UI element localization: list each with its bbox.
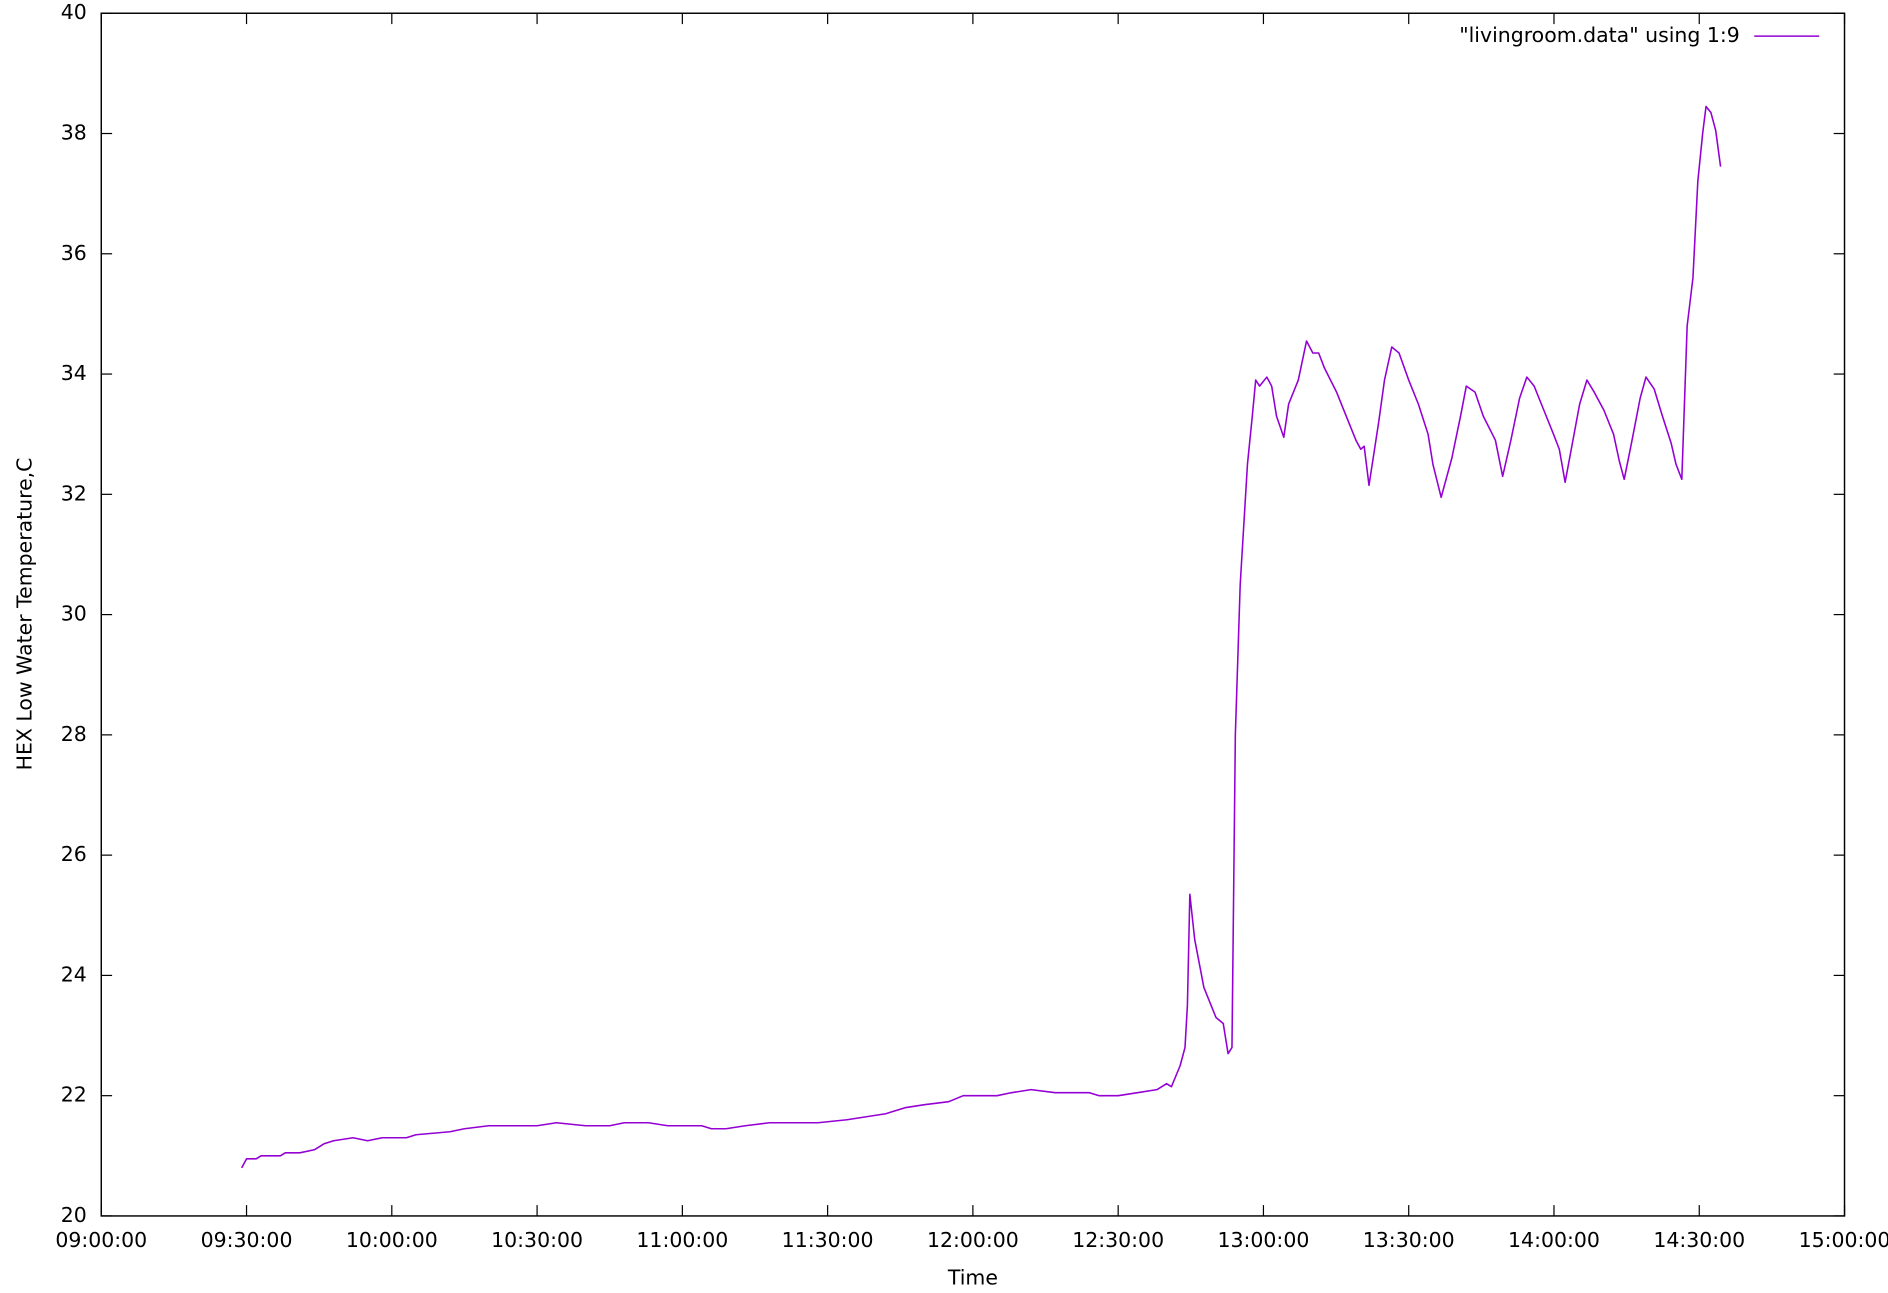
y-tick-label: 36 [61, 241, 87, 265]
x-tick-label: 13:00:00 [1218, 1228, 1310, 1252]
data-line [240, 105, 1722, 1169]
x-tick-label: 09:00:00 [55, 1228, 147, 1252]
y-tick-label: 34 [61, 361, 87, 385]
y-tick-label: 32 [61, 481, 87, 505]
y-axis-label: HEX Low Water Temperature,C [12, 458, 36, 771]
x-tick-label: 10:00:00 [346, 1228, 438, 1252]
x-tick-label: 15:00:00 [1799, 1228, 1888, 1252]
plot-border [100, 12, 1846, 1217]
x-tick-label: 11:30:00 [782, 1228, 874, 1252]
y-tick-label: 20 [61, 1203, 87, 1227]
x-axis-label: Time [947, 1266, 998, 1290]
x-tick-label: 10:30:00 [491, 1228, 583, 1252]
x-tick-label: 09:30:00 [201, 1228, 293, 1252]
y-tick-label: 22 [61, 1083, 87, 1107]
x-tick-label: 14:00:00 [1508, 1228, 1600, 1252]
y-tick-label: 40 [61, 0, 87, 24]
x-tick-label: 11:00:00 [636, 1228, 728, 1252]
x-tick-label: 12:00:00 [927, 1228, 1019, 1252]
legend-label: "livingroom.data" using 1:9 [1459, 23, 1740, 47]
y-tick-label: 26 [61, 842, 87, 866]
y-tick-label: 38 [61, 121, 87, 145]
y-tick-label: 28 [61, 722, 87, 746]
x-tick-label: 12:30:00 [1072, 1228, 1164, 1252]
y-tick-label: 24 [61, 962, 87, 986]
x-tick-label: 13:30:00 [1363, 1228, 1455, 1252]
y-tick-label: 30 [61, 602, 87, 626]
x-tick-label: 14:30:00 [1653, 1228, 1745, 1252]
